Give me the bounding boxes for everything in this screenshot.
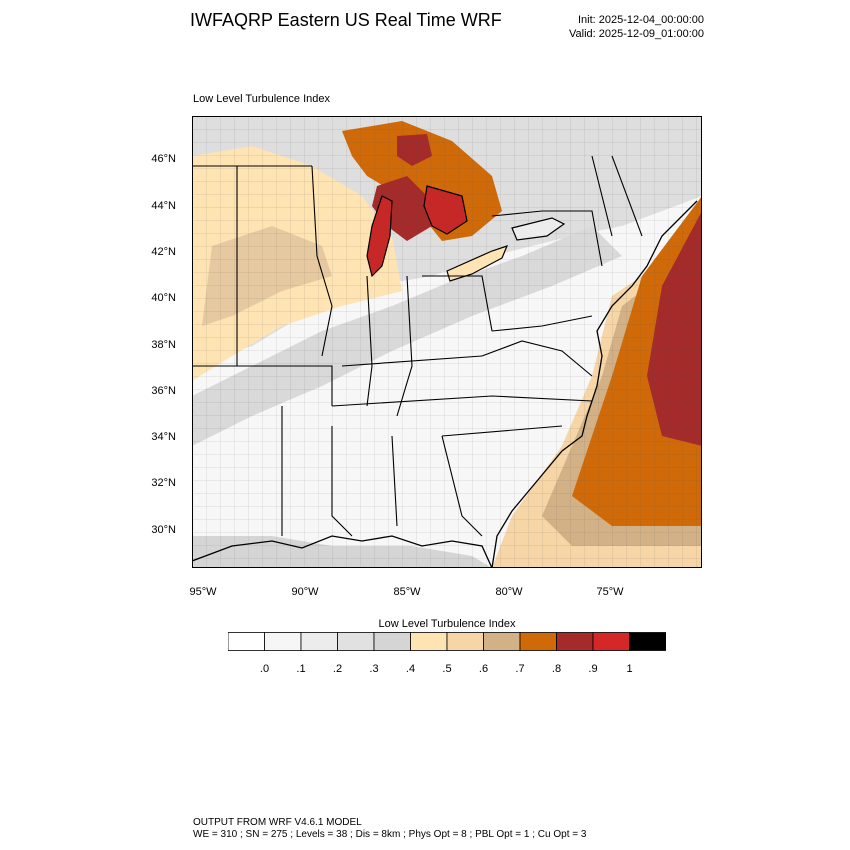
colorbar-tick-label: .4 [405,663,416,675]
colorbar-swatch [373,632,411,651]
colorbar-swatch [519,632,557,651]
colorbar-tick-label: .0 [259,663,270,675]
lon-label: 80°W [495,586,523,598]
lake-michigan [366,195,393,278]
colorbar-tick-label: .1 [296,663,306,675]
colorbar-swatch [228,632,265,651]
footer-model-line: OUTPUT FROM WRF V4.6.1 MODEL [193,817,362,828]
state-boundaries [192,155,643,537]
lon-label: 95°W [189,586,217,598]
colorbar-swatch [264,632,302,651]
lake-erie [446,245,509,282]
lat-label: 32°N [151,477,176,489]
colorbar-swatch [446,632,484,651]
colorbar-tick-label: 1 [626,663,633,675]
colorbar-swatch [629,632,666,651]
gulf-coastline [192,535,493,568]
valid-time: Valid: 2025-12-09_01:00:00 [569,28,704,40]
colorbar-swatch [300,632,338,651]
county-boundaries [192,116,702,568]
colorbar-swatch [337,632,375,651]
lat-label: 42°N [151,246,176,258]
lat-label: 40°N [151,292,176,304]
lat-label: 36°N [151,385,176,397]
atlantic-coastline [491,200,698,568]
colorbar-title: Low Level Turbulence Index [378,618,516,630]
colorbar [228,632,666,651]
colorbar-tick-label: .8 [551,663,562,675]
page-title: IWFAQRP Eastern US Real Time WRF [190,10,502,30]
lat-label: 30°N [151,524,176,536]
lat-label: 38°N [151,339,176,351]
lat-label: 44°N [151,200,176,212]
colorbar-tick-label: .7 [515,663,525,675]
lat-label: 46°N [151,153,176,165]
colorbar-swatch [592,632,630,651]
lon-label: 75°W [596,586,624,598]
lon-label: 85°W [393,586,421,598]
turbulence-map [192,116,702,568]
lake-ontario [511,217,566,241]
colorbar-tick-label: .5 [442,663,452,675]
lon-label: 90°W [291,586,319,598]
footer-settings-line: WE = 310 ; SN = 275 ; Levels = 38 ; Dis … [193,829,587,840]
colorbar-swatch [410,632,448,651]
colorbar-swatch [556,632,594,651]
colorbar-tick-label: .6 [478,663,489,675]
init-time: Init: 2025-12-04_00:00:00 [578,14,704,26]
map-border [192,116,702,568]
colorbar-swatch [483,632,521,651]
lat-label: 34°N [151,431,176,443]
colorbar-tick-label: .9 [588,663,598,675]
colorbar-tick-label: .2 [332,663,343,675]
colorbar-tick-label: .3 [369,663,379,675]
lake-huron [423,185,468,235]
map-subtitle: Low Level Turbulence Index [193,93,330,105]
